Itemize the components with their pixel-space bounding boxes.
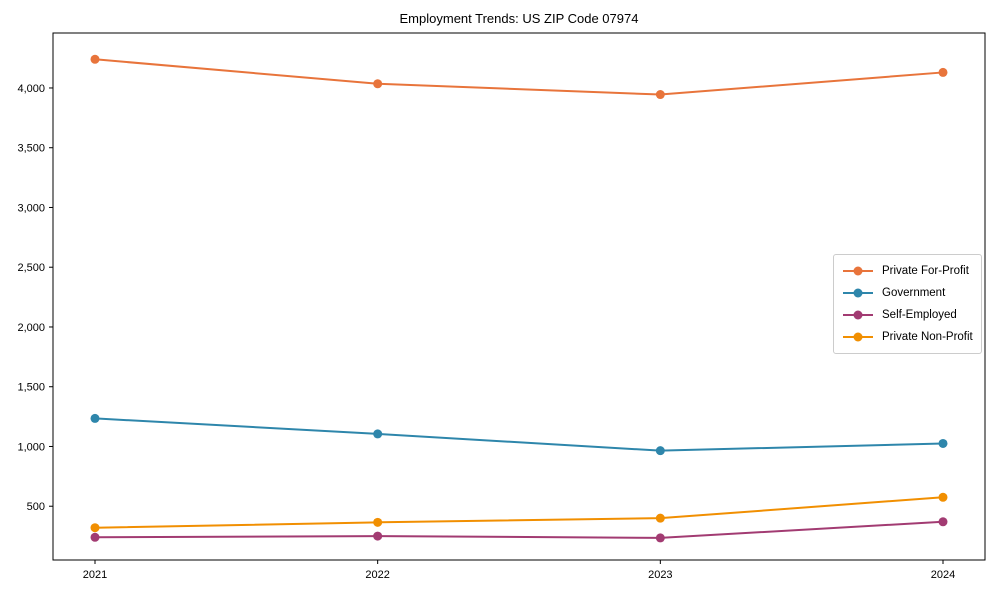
y-tick-label: 500 <box>27 501 45 513</box>
x-tick-label: 2023 <box>648 569 672 581</box>
x-tick-label: 2021 <box>83 569 107 581</box>
data-point-self-employed-2024 <box>938 517 948 527</box>
legend-line-icon <box>843 288 873 298</box>
legend-label: Private Non-Profit <box>882 331 973 343</box>
legend-label: Government <box>882 287 946 299</box>
legend-marker-icon <box>853 266 863 276</box>
plot-border <box>52 32 986 561</box>
legend-marker-icon <box>853 332 863 342</box>
legend-line-icon <box>843 310 873 320</box>
y-tick-label: 1,500 <box>17 382 45 394</box>
x-tick-label: 2024 <box>931 569 955 581</box>
y-tick-label: 1,000 <box>17 441 45 453</box>
y-tick-label: 2,500 <box>17 262 45 274</box>
legend-line-icon <box>843 266 873 276</box>
legend-label: Self-Employed <box>882 309 957 321</box>
data-point-private-non-profit-2023 <box>655 513 665 523</box>
legend-entry-private-non-profit: Private Non-Profit <box>842 326 973 348</box>
data-point-government-2024 <box>938 438 948 448</box>
legend: Private For-Profit Government Self-Employe… <box>833 254 982 354</box>
data-point-self-employed-2021 <box>90 532 100 542</box>
x-tick-label: 2022 <box>365 569 389 581</box>
data-point-private-for-profit-2024 <box>938 67 948 77</box>
legend-label: Private For-Profit <box>882 265 969 277</box>
data-point-private-non-profit-2021 <box>90 523 100 533</box>
legend-entry-self-employed: Self-Employed <box>842 304 973 326</box>
legend-entry-government: Government <box>842 282 973 304</box>
data-point-private-for-profit-2022 <box>373 79 383 89</box>
data-point-government-2022 <box>373 429 383 439</box>
data-point-private-non-profit-2022 <box>373 517 383 527</box>
series-line-private-non-profit <box>94 496 944 529</box>
data-point-private-non-profit-2024 <box>938 492 948 502</box>
y-tick-label: 3,500 <box>17 143 45 155</box>
data-point-self-employed-2023 <box>655 533 665 543</box>
data-point-government-2023 <box>655 446 665 456</box>
y-tick-label: 2,000 <box>17 322 45 334</box>
legend-entry-private-for-profit: Private For-Profit <box>842 260 973 282</box>
y-tick-label: 4,000 <box>17 83 45 95</box>
y-tick-label: 3,000 <box>17 202 45 214</box>
legend-marker-icon <box>853 288 863 298</box>
series-line-private-for-profit <box>94 58 944 96</box>
data-point-government-2021 <box>90 413 100 423</box>
series-line-government <box>94 417 944 452</box>
legend-marker-icon <box>853 310 863 320</box>
legend-line-icon <box>843 332 873 342</box>
series-line-self-employed <box>94 520 944 539</box>
chart-title: Employment Trends: US ZIP Code 07974 <box>399 11 639 26</box>
data-point-private-for-profit-2023 <box>655 90 665 100</box>
data-point-private-for-profit-2021 <box>90 54 100 64</box>
data-point-self-employed-2022 <box>373 531 383 541</box>
